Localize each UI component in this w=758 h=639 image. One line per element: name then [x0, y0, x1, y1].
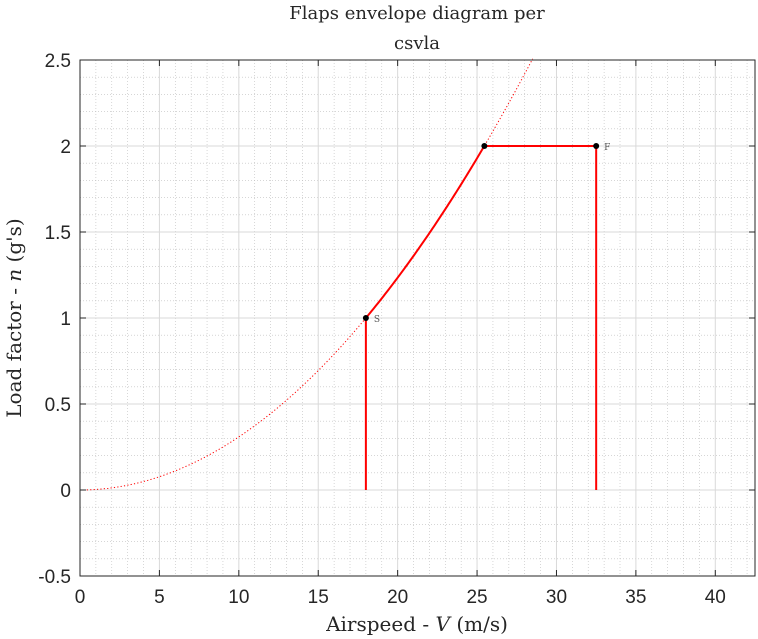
x-tick-label: 20	[387, 587, 408, 608]
point-label-f: F	[604, 143, 610, 153]
envelope-point-1	[362, 315, 369, 321]
y-tick-label: 1	[60, 309, 71, 330]
envelope-segment-2	[365, 145, 486, 319]
chart-title-line-1: Flaps envelope diagram per	[289, 3, 545, 24]
ticks	[79, 59, 755, 577]
x-tick-label: 5	[154, 587, 165, 608]
point-label-s: S	[374, 315, 380, 325]
envelope-point-2	[481, 143, 488, 149]
plot-points: SF	[362, 143, 610, 325]
y-tick-label: 0.5	[45, 395, 71, 416]
y-axis-label-text: Load factor -	[2, 282, 26, 418]
envelope-point-3	[593, 143, 600, 149]
chart-title-line-2: csvla	[394, 33, 440, 54]
y-axis-label-unit: (g's)	[2, 218, 26, 269]
x-tick-label: 25	[466, 587, 487, 608]
y-axis-label-variable: n	[2, 269, 26, 282]
x-axis-label-variable: V	[436, 612, 453, 636]
x-tick-label: 30	[546, 587, 567, 608]
y-tick-label: 2.5	[45, 51, 71, 72]
y-tick-label: -0.5	[38, 567, 71, 588]
x-tick-label: 0	[75, 587, 86, 608]
y-tick-label: 1.5	[45, 223, 71, 244]
tick-labels: 0 5 10 15 20 25 30 35 40-0.500.511.522.5	[38, 51, 726, 608]
x-tick-label: 15	[308, 587, 329, 608]
y-tick-label: 0	[60, 481, 71, 502]
y-axis-label: Load factor - n (g's)	[2, 218, 26, 417]
x-tick-label: 35	[625, 587, 646, 608]
x-axis-label: Airspeed - V (m/s)	[325, 612, 508, 636]
x-tick-label: 10	[228, 587, 249, 608]
x-axis-label-text: Airspeed -	[325, 612, 435, 636]
x-tick-label: 40	[705, 587, 726, 608]
y-tick-label: 2	[60, 137, 71, 158]
plot-series	[79, 58, 598, 491]
x-axis-label-unit: (m/s)	[450, 612, 508, 636]
